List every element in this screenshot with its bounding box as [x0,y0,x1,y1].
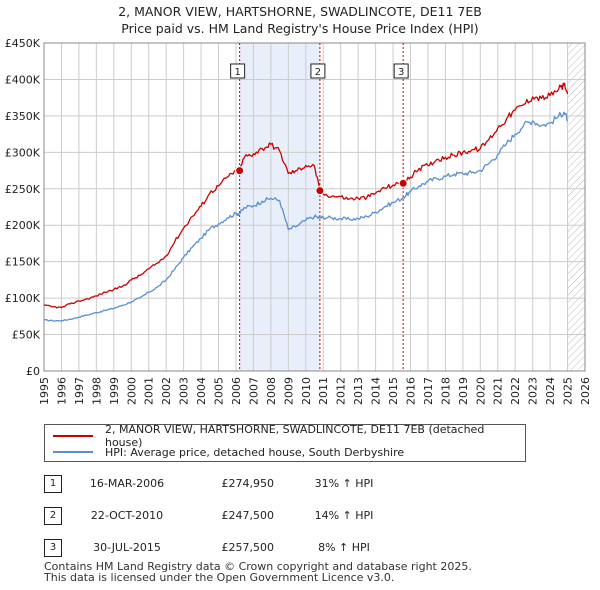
footer: Contains HM Land Registry data © Crown c… [44,561,472,583]
sale-row: 2 22-OCT-2010 £247,500 14% ↑ HPI [44,507,444,525]
sale-date: 22-OCT-2010 [90,509,164,522]
y-tick-label: £100K [5,292,41,305]
x-tick-label: 2026 [579,377,592,405]
sale-marker-box: 1 [230,63,246,79]
x-tick-label: 2002 [160,377,173,405]
title-line-1: 2, MANOR VIEW, HARTSHORNE, SWADLINCOTE, … [118,4,482,19]
chart-title: 2, MANOR VIEW, HARTSHORNE, SWADLINCOTE, … [0,3,600,37]
x-tick-label: 2008 [265,377,278,405]
sale-point [315,186,325,196]
sale-marker-rect [310,63,326,79]
x-tick-label: 2007 [247,377,260,405]
sale-price: £274,950 [221,477,275,490]
sale-hpi-diff: 8% ↑ HPI [318,541,370,554]
sale-row: 1 16-MAR-2006 £274,950 31% ↑ HPI [44,475,444,493]
x-tick-label: 2009 [282,377,295,405]
footer-line-2: This data is licensed under the Open Gov… [44,571,395,584]
x-tick-label: 2011 [317,377,330,405]
x-tick-label: 2023 [527,377,540,405]
title-line-2: Price paid vs. HM Land Registry's House … [121,21,479,36]
x-tick-label: 2016 [404,377,417,405]
sale-marker-label: 2 [315,67,321,78]
sale-marker-rect [230,63,246,79]
x-tick-label: 1996 [55,377,68,405]
x-tick-label: 2014 [370,377,383,405]
sale-hpi-diff: 31% ↑ HPI [314,477,374,490]
y-tick-label: £300K [5,146,41,159]
y-tick-label: £450K [5,37,41,50]
x-tick-label: 1999 [108,377,121,405]
x-tick-label: 2025 [562,377,575,405]
y-tick-label: £350K [5,110,41,123]
legend-hpi-swatch [53,451,93,453]
x-tick-label: 2017 [422,377,435,405]
x-tick-label: 2005 [213,377,226,405]
x-tick-label: 2021 [492,377,505,405]
sale-point [235,166,245,176]
x-tick-label: 2022 [509,377,522,405]
x-tick-label: 1998 [90,377,103,405]
sale-date: 16-MAR-2006 [89,477,165,490]
sale-number: 1 [44,475,62,493]
x-tick-label: 2006 [230,377,243,405]
x-tick-label: 2020 [474,377,487,405]
sale-marker-label: 3 [398,67,404,78]
footer-line-1: Contains HM Land Registry data © Crown c… [44,560,472,573]
y-tick-label: £250K [5,183,41,196]
sale-marker-box: 3 [393,63,409,79]
sale-marker-box: 2 [310,63,326,79]
y-tick-label: £150K [5,256,41,269]
sale-price: £257,500 [221,541,275,554]
sale-price: £247,500 [221,509,275,522]
sale-marker-label: 1 [234,67,240,78]
x-tick-label: 1997 [73,377,86,405]
property-series-line [43,82,569,309]
legend-property: 2, MANOR VIEW, HARTSHORNE, SWADLINCOTE, … [53,423,525,449]
x-tick-label: 2024 [544,377,557,405]
x-tick-label: 2000 [125,377,138,405]
legend: 2, MANOR VIEW, HARTSHORNE, SWADLINCOTE, … [44,423,526,462]
y-tick-label: £200K [5,219,41,232]
x-tick-label: 2001 [143,377,156,405]
x-tick-label: 2004 [195,377,208,405]
sale-row: 3 30-JUL-2015 £257,500 8% ↑ HPI [44,539,444,557]
x-tick-label: 2019 [457,377,470,405]
legend-hpi: HPI: Average price, detached house, Sout… [53,445,404,459]
plot-border [43,42,586,372]
legend-property-label: 2, MANOR VIEW, HARTSHORNE, SWADLINCOTE, … [104,423,485,449]
y-tick-label: £0 [26,365,40,378]
x-tick-label: 2012 [335,377,348,405]
y-tick-label: £50K [12,329,41,342]
sale-date: 30-JUL-2015 [93,541,161,554]
projection-region [567,43,585,371]
sale-number: 3 [44,539,62,557]
x-tick-label: 1995 [38,377,51,405]
y-tick-label: £400K [5,73,41,86]
hpi-series-line [43,111,569,322]
x-tick-label: 2015 [387,377,400,405]
sale-hpi-diff: 14% ↑ HPI [314,509,374,522]
x-tick-label: 2018 [439,377,452,405]
price-chart: £0 £50K £100K £150K £200K £250K £300K £350K £400… [5,37,592,405]
legend-property-swatch [53,435,93,437]
x-tick-label: 2013 [352,377,365,405]
x-tick-label: 2003 [178,377,191,405]
legend-hpi-label: HPI: Average price, detached house, Sout… [105,445,405,459]
sale-point [398,178,408,188]
sale-marker-rect [393,63,409,79]
sale-number: 2 [44,507,62,525]
x-tick-label: 2010 [300,377,313,405]
